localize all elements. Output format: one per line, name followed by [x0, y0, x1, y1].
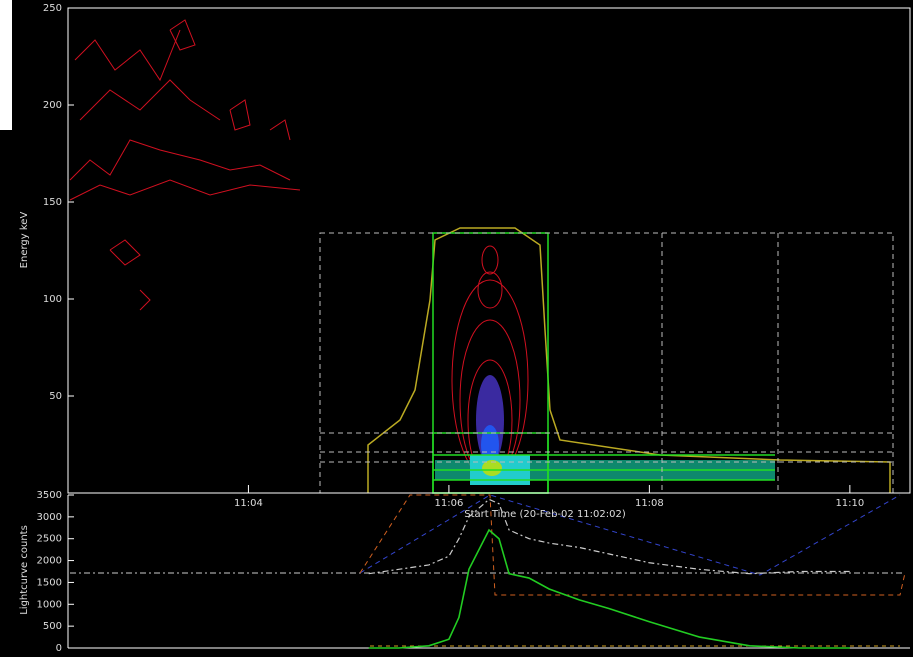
y-tick-label: 0 — [56, 643, 62, 654]
y-tick-label: 2500 — [37, 534, 62, 545]
x-tick-label: 11:06 — [434, 498, 463, 509]
y-tick-label: 3500 — [37, 490, 62, 501]
x-tick-label: 11:10 — [835, 498, 864, 509]
y-tick-label: 50 — [49, 391, 62, 402]
y-axis-label: Lightcurve counts — [19, 525, 30, 615]
y-tick-label: 1500 — [37, 577, 62, 588]
chart: Energy keV Start Time (20-Feb-02 11:02:0… — [0, 0, 913, 657]
window-edge — [0, 0, 12, 130]
y-tick-label: 200 — [43, 100, 62, 111]
x-tick-label: 11:08 — [635, 498, 664, 509]
y-tick-label: 100 — [43, 294, 62, 305]
x-axis-label: Start Time (20-Feb-02 11:02:02) — [464, 509, 626, 520]
x-tick-label: 11:04 — [234, 498, 263, 509]
y-axis-label: Energy keV — [19, 212, 30, 269]
page: Energy keV Start Time (20-Feb-02 11:02:0… — [0, 0, 913, 657]
y-tick-label: 3000 — [37, 512, 62, 523]
background — [0, 0, 913, 657]
y-tick-label: 250 — [43, 3, 62, 14]
y-tick-label: 2000 — [37, 556, 62, 567]
y-tick-label: 500 — [43, 621, 62, 632]
y-tick-label: 1000 — [37, 599, 62, 610]
y-tick-label: 150 — [43, 197, 62, 208]
